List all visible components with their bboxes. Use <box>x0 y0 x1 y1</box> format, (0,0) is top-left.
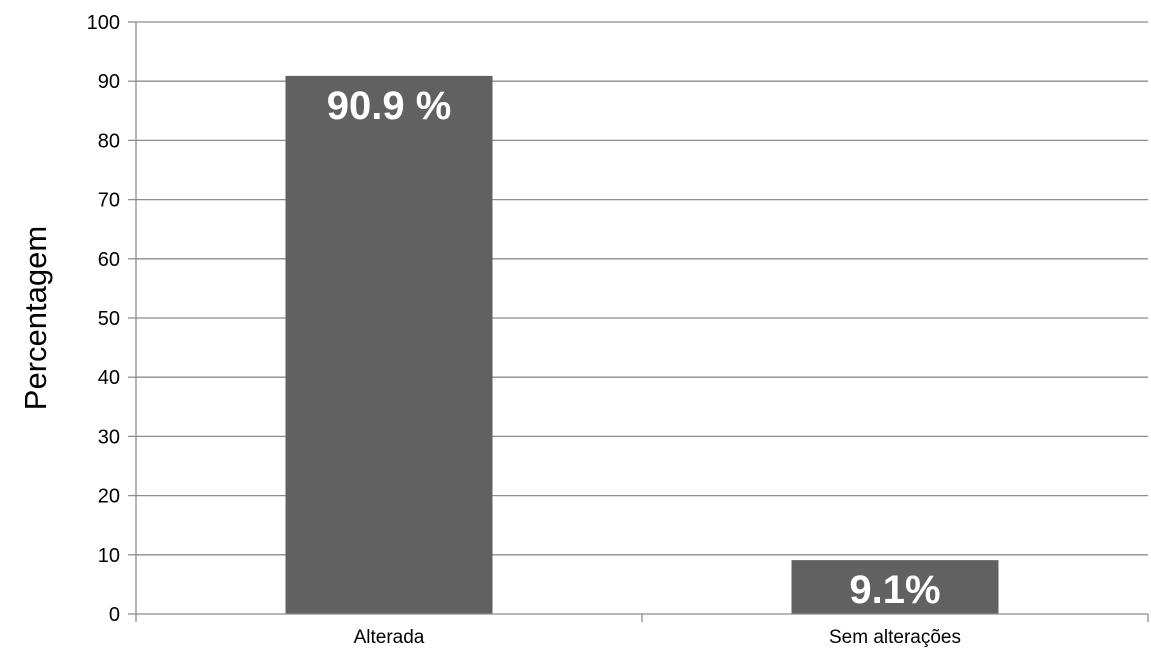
y-tick-label: 10 <box>98 545 120 567</box>
y-tick-label: 40 <box>98 367 120 389</box>
data-label: 90.9 % <box>327 84 452 128</box>
y-axis-title: Percentagem <box>18 226 53 410</box>
gridlines <box>128 21 1149 622</box>
y-tick-label: 70 <box>98 190 120 212</box>
y-tick-label: 90 <box>98 71 120 93</box>
x-tick-label: Alterada <box>354 627 425 648</box>
y-tick-labels: 0 10 20 30 40 50 60 70 80 90 100 <box>87 12 120 626</box>
x-tick-labels: Alterada Sem alterações <box>354 627 961 648</box>
y-tick-label: 30 <box>98 426 120 448</box>
x-tick-label: Sem alterações <box>829 627 961 648</box>
y-tick-label: 0 <box>109 604 120 626</box>
data-label: 9.1% <box>849 568 940 612</box>
data-labels: 90.9 % 9.1% <box>327 84 941 612</box>
y-tick-label: 50 <box>98 308 120 330</box>
y-tick-label: 100 <box>87 12 120 34</box>
axes <box>135 22 1148 615</box>
y-tick-label: 20 <box>98 486 120 508</box>
bars <box>285 75 999 614</box>
bar <box>285 75 493 614</box>
bar <box>791 560 999 614</box>
y-tick-label: 80 <box>98 130 120 152</box>
y-tick-label: 60 <box>98 249 120 271</box>
